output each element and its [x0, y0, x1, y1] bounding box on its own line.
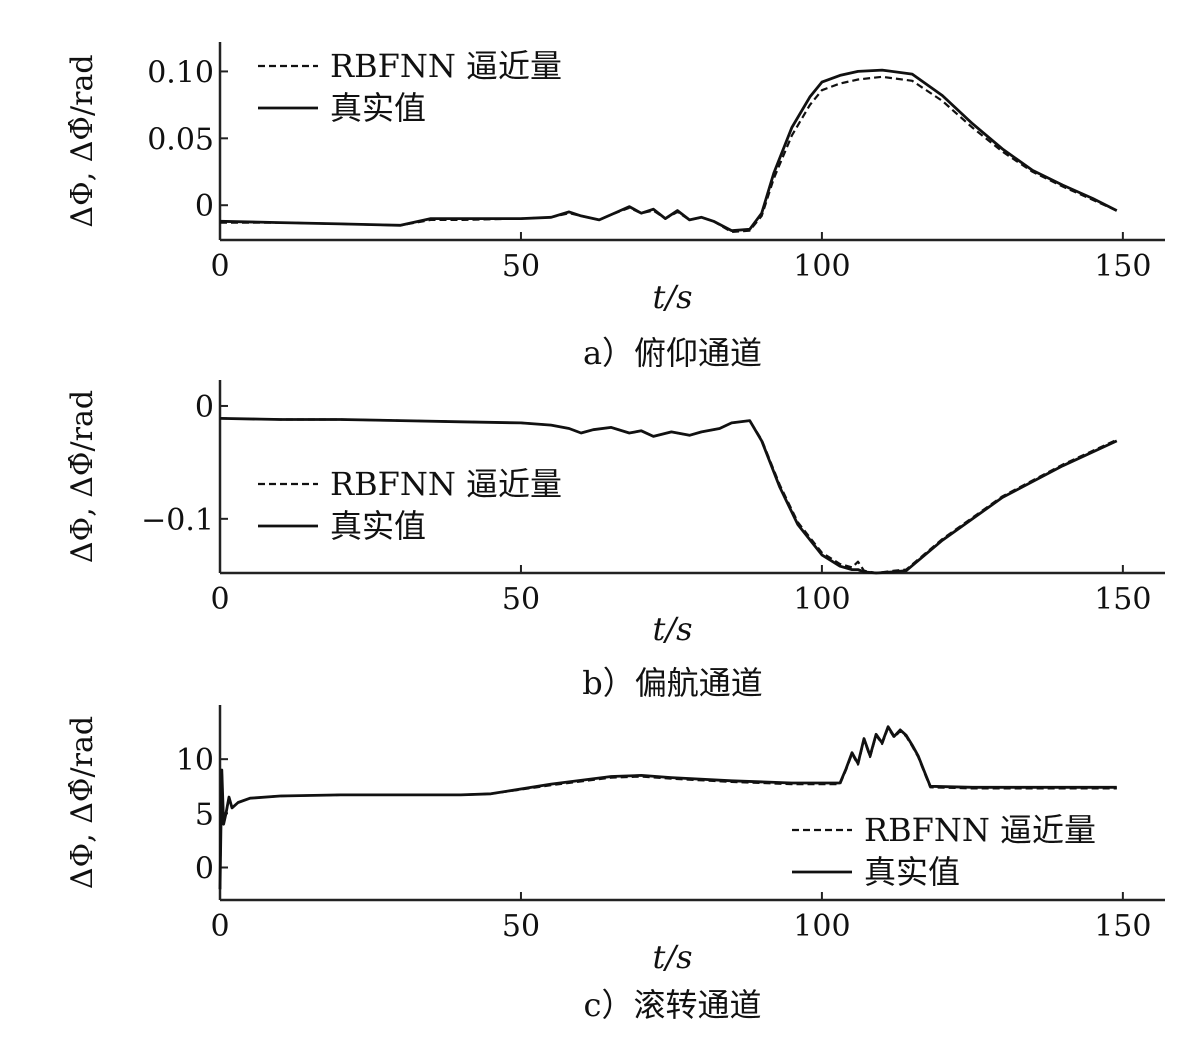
- subplot-a: 0 50 100 150 0 0.05 0.10 t/s ΔΦ, ΔΦ̂/rad a）俯仰通道 RB…: [65, 42, 1165, 372]
- y-tick-label: 0: [195, 852, 214, 887]
- x-axis-label: t/s: [652, 278, 692, 316]
- x-tick-label: 50: [502, 582, 540, 617]
- legend-label: 真实值: [864, 853, 960, 891]
- x-axis-label: t/s: [652, 610, 692, 648]
- x-tick-label: 150: [1094, 909, 1151, 944]
- x-tick-label: 150: [1094, 249, 1151, 284]
- y-tick-label: 5: [195, 797, 214, 832]
- x-tick-label: 100: [793, 582, 850, 617]
- legend-label: 真实值: [330, 507, 426, 545]
- series-line-true: [219, 68, 1118, 232]
- x-tick-label: 0: [210, 582, 229, 617]
- subplot-caption: b）偏航通道: [582, 664, 763, 702]
- subplot-caption: a）俯仰通道: [583, 334, 762, 372]
- x-tick-label: 50: [502, 249, 540, 284]
- y-tick-label: 0: [195, 390, 214, 425]
- subplot-b: 0 50 100 150 0 −0.1 t/s ΔΦ, ΔΦ̂/rad b）偏航通道 RBFNN …: [65, 380, 1165, 702]
- x-tick-label: 100: [793, 249, 850, 284]
- series-line-true: [219, 417, 1118, 575]
- x-tick-label: 100: [793, 909, 850, 944]
- y-tick-label: −0.1: [141, 503, 214, 538]
- legend-label: RBFNN 逼近量: [864, 811, 1096, 849]
- y-tick-label: 10: [176, 743, 214, 778]
- subplot-c: 0 50 100 150 0 5 10 t/s ΔΦ, ΔΦ̂/rad c）滚转通道 RBFNN 逼…: [65, 705, 1165, 1024]
- y-tick-label: 0: [195, 189, 214, 224]
- series-line-true: [218, 725, 1117, 890]
- legend-label: RBFNN 逼近量: [330, 47, 562, 85]
- x-tick-label: 150: [1094, 582, 1151, 617]
- legend-label: RBFNN 逼近量: [330, 465, 562, 503]
- y-tick-label: 0.10: [147, 55, 214, 90]
- y-tick-label: 0.05: [147, 122, 214, 157]
- legend-label: 真实值: [330, 89, 426, 127]
- x-tick-label: 0: [210, 909, 229, 944]
- x-axis-label: t/s: [652, 938, 692, 976]
- y-axis-label: ΔΦ, ΔΦ̂/rad: [65, 390, 100, 563]
- x-tick-label: 0: [210, 249, 229, 284]
- y-axis-label: ΔΦ, ΔΦ̂/rad: [65, 54, 100, 227]
- series-line-rbfnn: [218, 726, 1117, 890]
- subplot-caption: c）滚转通道: [584, 986, 762, 1024]
- y-axis-label: ΔΦ, ΔΦ̂/rad: [65, 716, 100, 889]
- x-tick-label: 50: [502, 909, 540, 944]
